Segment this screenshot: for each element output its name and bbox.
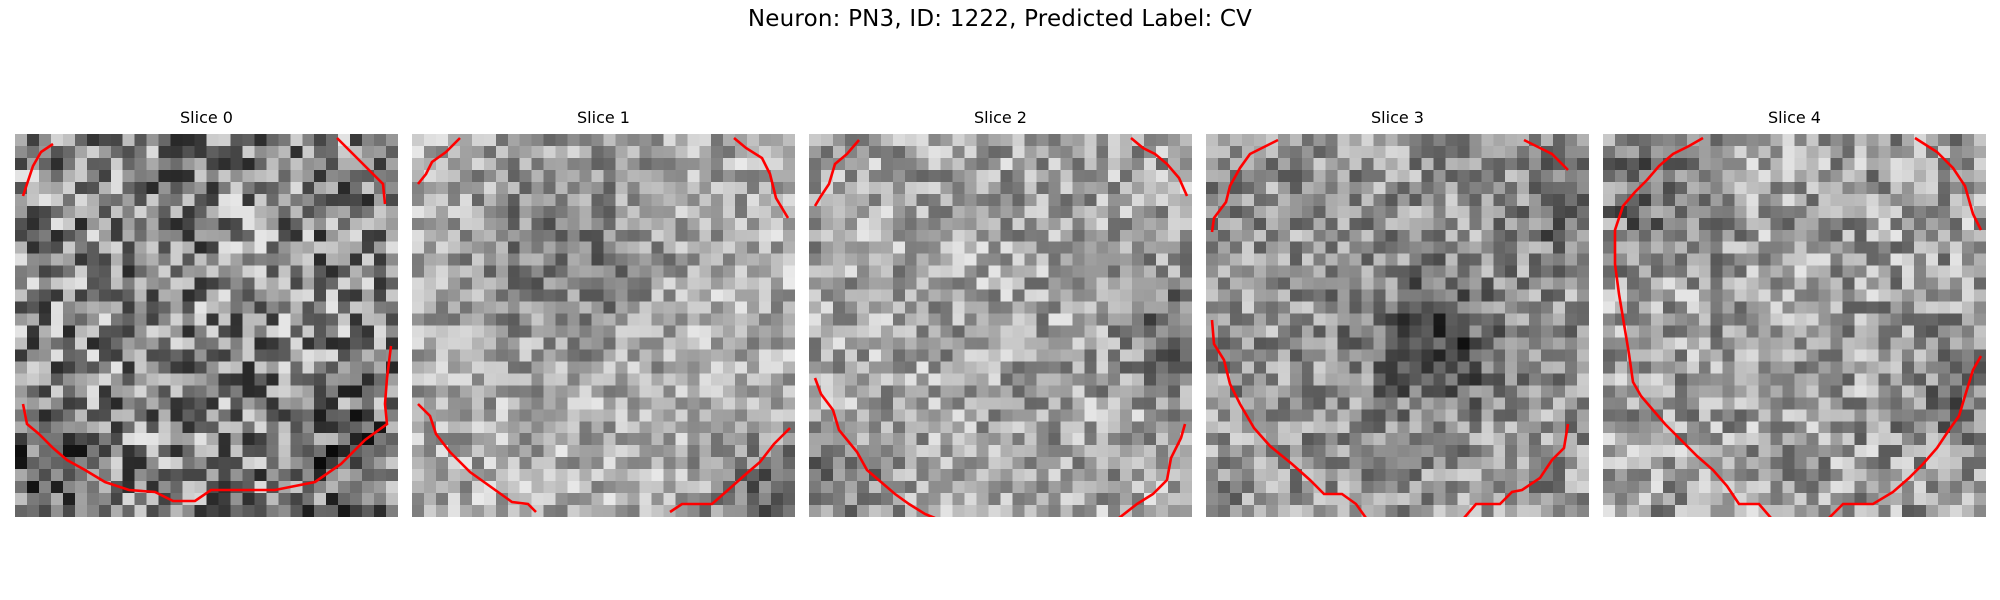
segmentation-contour — [416, 137, 791, 514]
slice-title: Slice 4 — [1768, 108, 1821, 127]
segmentation-contour — [1210, 138, 1570, 517]
slice-title: Slice 2 — [974, 108, 1027, 127]
slice-image — [809, 134, 1192, 517]
grayscale-heatmap — [1603, 134, 1986, 517]
segmentation-contour — [21, 137, 393, 503]
grayscale-heatmap — [15, 134, 398, 517]
slice-title: Slice 1 — [577, 108, 630, 127]
slice-image — [1603, 134, 1986, 517]
slice-title: Slice 3 — [1371, 108, 1424, 127]
figure-title: Neuron: PN3, ID: 1222, Predicted Label: … — [747, 6, 1253, 32]
grayscale-heatmap — [1206, 134, 1589, 517]
segmentation-contour — [1613, 136, 1983, 517]
slice-image — [15, 134, 398, 517]
grayscale-heatmap — [412, 134, 795, 517]
slice-title: Slice 0 — [180, 108, 233, 127]
slice-image — [412, 134, 795, 517]
grayscale-heatmap — [809, 134, 1192, 517]
slice-image — [1206, 134, 1589, 517]
segmentation-contour — [813, 137, 1189, 517]
